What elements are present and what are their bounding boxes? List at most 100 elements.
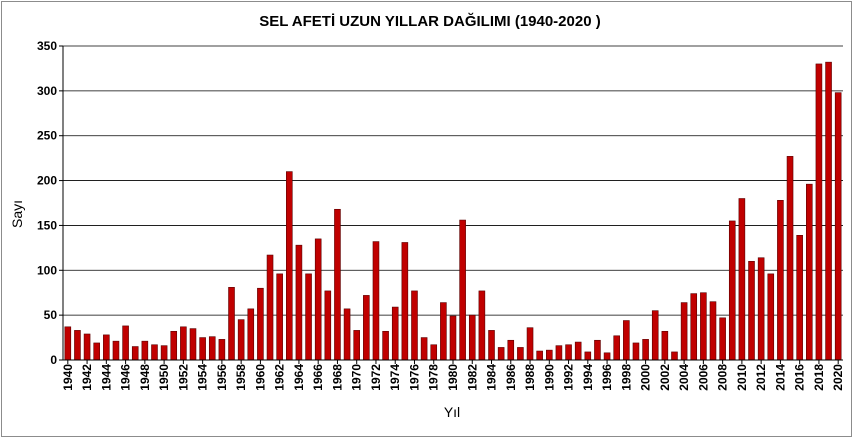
bar-2002 bbox=[661, 330, 669, 361]
bar-1951 bbox=[170, 330, 178, 361]
bar-1999 bbox=[632, 342, 640, 361]
bar-1962 bbox=[276, 273, 283, 361]
x-tick-label: 1968 bbox=[330, 364, 344, 391]
bar-2001 bbox=[651, 310, 659, 361]
x-tick-label: 1956 bbox=[215, 364, 229, 391]
x-tick-label: 1990 bbox=[542, 364, 556, 391]
bar-1958 bbox=[237, 319, 245, 361]
bar-1945 bbox=[112, 340, 120, 361]
bar-2006 bbox=[700, 292, 707, 361]
bar-1982 bbox=[468, 314, 476, 361]
bar-1993 bbox=[574, 341, 582, 361]
x-tick-label: 1954 bbox=[196, 364, 210, 391]
bar-1944 bbox=[103, 334, 110, 361]
bar-1956 bbox=[218, 339, 226, 361]
x-tick-label: 1998 bbox=[619, 364, 633, 391]
bar-2014 bbox=[777, 200, 784, 361]
x-tick-label: 1988 bbox=[523, 364, 537, 391]
bar-1985 bbox=[497, 347, 505, 361]
bar-1968 bbox=[334, 208, 341, 361]
bar-2005 bbox=[690, 293, 698, 361]
chart-title: SEL AFETİ UZUN YILLAR DAĞILIMI (1940-202… bbox=[259, 12, 600, 30]
x-tick-label: 2002 bbox=[658, 364, 672, 391]
bar-1989 bbox=[536, 350, 543, 361]
bar-1963 bbox=[286, 171, 293, 361]
bar-1988 bbox=[526, 327, 534, 361]
bar-1987 bbox=[517, 347, 524, 361]
y-tick-label: 150 bbox=[37, 218, 57, 232]
x-tick-label: 1978 bbox=[427, 364, 441, 391]
bar-2012 bbox=[757, 257, 765, 361]
bar-2013 bbox=[767, 273, 775, 361]
bar-2015 bbox=[786, 156, 794, 361]
bar-1992 bbox=[565, 344, 572, 361]
bar-1971 bbox=[363, 295, 370, 361]
x-tick-label: 1974 bbox=[388, 364, 402, 391]
y-tick-label: 100 bbox=[37, 263, 57, 277]
bar-1994 bbox=[584, 351, 592, 361]
x-tick-label: 1972 bbox=[369, 364, 383, 391]
x-tick-label: 1992 bbox=[562, 364, 576, 391]
bar-1942 bbox=[83, 333, 91, 361]
x-tick-label: 2010 bbox=[735, 364, 749, 391]
bar-1983 bbox=[478, 290, 486, 361]
y-tick-label: 50 bbox=[44, 308, 58, 322]
x-tick-label: 2018 bbox=[812, 364, 826, 391]
y-axis-label: Sayı bbox=[9, 200, 25, 228]
bar-1960 bbox=[257, 287, 264, 361]
bar-2018 bbox=[815, 63, 823, 361]
bar-2003 bbox=[671, 351, 678, 361]
bar-1981 bbox=[459, 219, 466, 361]
x-tick-label: 1994 bbox=[581, 364, 595, 391]
bar-1995 bbox=[594, 339, 601, 361]
bar-1980 bbox=[449, 315, 457, 361]
x-tick-label: 1962 bbox=[273, 364, 287, 391]
bar-1961 bbox=[266, 254, 274, 361]
bar-2008 bbox=[719, 317, 726, 361]
x-tick-label: 1976 bbox=[407, 364, 421, 391]
x-tick-labels: 1940 1942 1944 1946 1948 1950 1952 1954 1956 1958… bbox=[61, 360, 845, 391]
x-tick-label: 1950 bbox=[157, 364, 171, 391]
x-tick-label: 1948 bbox=[138, 364, 152, 391]
bar-1946 bbox=[122, 325, 129, 361]
y-tick-label: 0 bbox=[50, 353, 57, 367]
x-tick-label: 1986 bbox=[504, 364, 518, 391]
bar-1975 bbox=[401, 242, 409, 361]
bar-1947 bbox=[131, 346, 139, 361]
bar-1974 bbox=[391, 306, 399, 361]
x-tick-label: 1964 bbox=[292, 364, 306, 391]
x-tick-label: 2006 bbox=[696, 364, 710, 391]
x-tick-label: 1980 bbox=[446, 364, 460, 391]
axes bbox=[62, 46, 843, 361]
bar-1984 bbox=[488, 330, 495, 361]
bar-1972 bbox=[372, 241, 380, 361]
bar-2000 bbox=[642, 339, 649, 361]
x-tick-label: 2012 bbox=[754, 364, 768, 391]
bar-2007 bbox=[709, 301, 717, 361]
x-tick-label: 1944 bbox=[99, 364, 113, 391]
bar-1952 bbox=[180, 326, 187, 361]
bar-1969 bbox=[343, 308, 351, 361]
grid-lines bbox=[63, 45, 843, 316]
bar-1967 bbox=[324, 290, 332, 361]
x-axis-label: Yıl bbox=[444, 404, 460, 420]
bar-1943 bbox=[93, 342, 100, 361]
bar-2011 bbox=[748, 261, 755, 361]
bar-1977 bbox=[420, 337, 428, 361]
bar-1990 bbox=[546, 349, 553, 361]
bar-1966 bbox=[314, 238, 322, 361]
x-tick-label: 1940 bbox=[61, 364, 75, 391]
x-tick-label: 1958 bbox=[234, 364, 248, 391]
bar-2010 bbox=[738, 198, 746, 361]
y-tick-label: 250 bbox=[37, 129, 57, 143]
bar-1973 bbox=[382, 330, 389, 361]
bar-2009 bbox=[728, 220, 736, 361]
bar-2016 bbox=[796, 235, 803, 361]
bar-2017 bbox=[806, 183, 813, 361]
bar-1941 bbox=[74, 330, 81, 361]
bar-1986 bbox=[507, 339, 515, 361]
bar-1965 bbox=[305, 273, 312, 361]
x-tick-label: 2020 bbox=[831, 364, 845, 391]
x-tick-label: 2016 bbox=[793, 364, 807, 391]
